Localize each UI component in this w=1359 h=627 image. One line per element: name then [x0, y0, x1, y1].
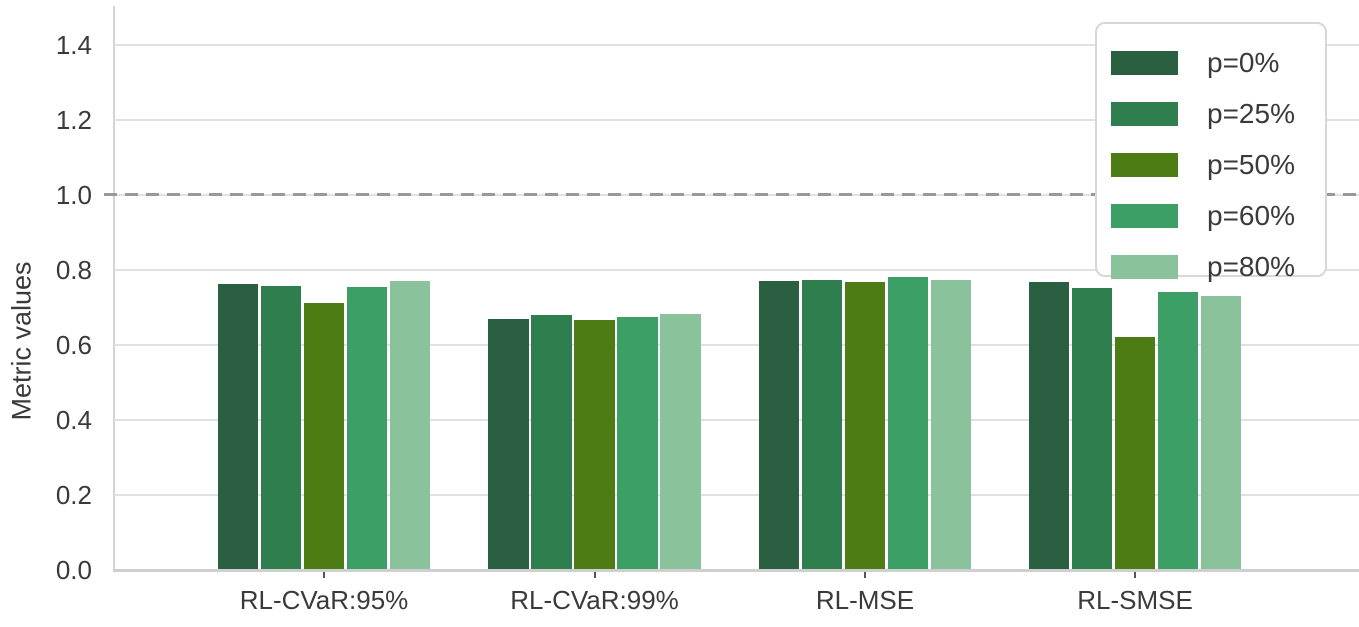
- gridline-0.6: [114, 344, 1359, 346]
- y-axis-spine: [113, 6, 115, 571]
- legend-entry-p=60%: p=60%: [1111, 190, 1325, 241]
- gridline-1.2: [114, 119, 1359, 121]
- bar-RL-SMSE-p=80%: [1200, 296, 1242, 570]
- legend-entry-p=50%: p=50%: [1111, 139, 1325, 190]
- legend-swatch-icon: [1111, 101, 1178, 126]
- y-tick-label: 0.4: [55, 405, 92, 435]
- legend-label: p=50%: [1207, 148, 1295, 180]
- bar-RL-MSE-p=0%: [758, 281, 800, 570]
- bar-RL-MSE-p=25%: [801, 279, 843, 570]
- legend-entry-p=25%: p=25%: [1111, 88, 1325, 139]
- y-tick-label: 0.6: [55, 330, 92, 360]
- legend-swatch-icon: [1111, 203, 1178, 228]
- bar-RL-CVaR:95%-p=60%: [346, 286, 388, 570]
- bar-RL-CVaR:95%-p=25%: [260, 285, 302, 570]
- bar-RL-SMSE-p=0%: [1028, 282, 1070, 570]
- bar-RL-MSE-p=80%: [930, 280, 972, 570]
- reference-line-1.0: [104, 193, 1359, 196]
- bar-RL-MSE-p=60%: [887, 277, 929, 570]
- y-tick-label: 1.0: [55, 180, 92, 210]
- x-tick-mark: [593, 572, 596, 578]
- legend-swatch-icon: [1111, 152, 1178, 177]
- bar-RL-SMSE-p=50%: [1114, 337, 1156, 570]
- gridline-0.4: [114, 419, 1359, 421]
- y-tick-label: 0.0: [55, 555, 92, 585]
- x-tick-label-RL-SMSE: RL-SMSE: [1077, 585, 1193, 615]
- gridline-1.4: [114, 44, 1359, 46]
- bar-RL-SMSE-p=60%: [1157, 292, 1199, 570]
- legend-entry-p=0%: p=0%: [1111, 37, 1325, 88]
- x-tick-label-RL-MSE: RL-MSE: [815, 585, 915, 615]
- legend-entry-p=80%: p=80%: [1111, 241, 1325, 292]
- legend-label: p=80%: [1207, 250, 1295, 282]
- x-tick-label-RL-CVaR:95%: RL-CVaR:95%: [239, 585, 409, 615]
- bar-RL-CVaR:95%-p=50%: [303, 302, 345, 570]
- bar-RL-CVaR:99%-p=60%: [617, 317, 658, 570]
- x-tick-label-RL-CVaR:99%: RL-CVaR:99%: [510, 585, 679, 615]
- bar-RL-SMSE-p=25%: [1071, 287, 1113, 570]
- y-tick-label: 1.4: [55, 30, 92, 60]
- x-tick-mark: [864, 572, 866, 578]
- x-tick-mark: [1134, 572, 1136, 578]
- bar-RL-CVaR:99%-p=50%: [574, 319, 615, 570]
- legend-swatch-icon: [1111, 50, 1178, 75]
- y-tick-label: 0.8: [55, 255, 92, 285]
- gridline-0.2: [114, 494, 1359, 496]
- legend-label: p=25%: [1207, 97, 1295, 129]
- bar-RL-CVaR:95%-p=0%: [217, 283, 259, 570]
- gridline-0.8: [114, 269, 1359, 271]
- bar-RL-CVaR:95%-p=80%: [389, 280, 431, 570]
- legend-label: p=0%: [1207, 46, 1280, 78]
- legend-swatch-icon: [1111, 254, 1178, 279]
- bar-RL-MSE-p=50%: [844, 281, 886, 570]
- x-axis-line: [113, 569, 1359, 572]
- y-tick-label: 0.2: [55, 480, 92, 510]
- bar-RL-CVaR:99%-p=0%: [488, 318, 529, 570]
- legend-label: p=60%: [1207, 199, 1295, 231]
- legend: p=0% p=25% p=50% p=60% p=80%: [1095, 22, 1327, 282]
- bar-RL-CVaR:99%-p=25%: [531, 315, 572, 570]
- x-tick-mark: [323, 572, 325, 578]
- y-tick-label: 1.2: [55, 105, 92, 135]
- bar-RL-CVaR:99%-p=80%: [660, 314, 701, 570]
